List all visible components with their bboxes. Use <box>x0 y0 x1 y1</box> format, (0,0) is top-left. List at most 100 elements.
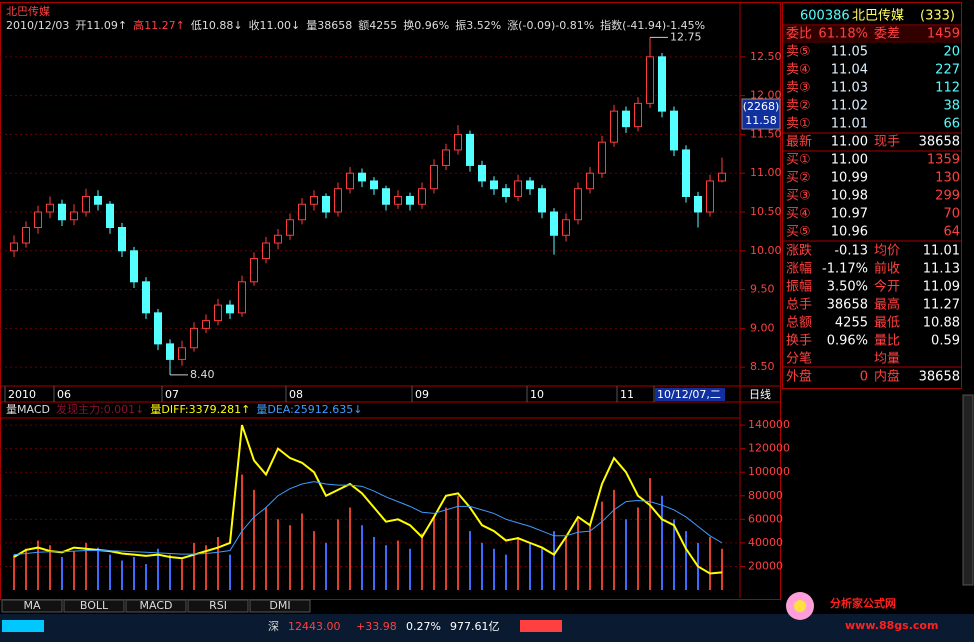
book-price: 11.00 <box>831 153 868 168</box>
quote-value: 0.96% <box>827 334 868 349</box>
quote-label: 现手 <box>874 135 900 150</box>
cursor-count: (2268) <box>743 100 780 113</box>
tab[interactable] <box>63 599 125 613</box>
tab-label[interactable]: BOLL <box>80 599 109 612</box>
candle-body <box>22 227 30 244</box>
tab[interactable] <box>125 599 187 613</box>
candle-body <box>298 203 306 221</box>
y-tick-label: 8.50 <box>750 360 775 373</box>
info-item: 涨(-0.09)-0.81% <box>507 19 594 32</box>
indicator-item: 量DIFF:3379.281↑ <box>150 403 250 416</box>
candle-body <box>634 102 642 128</box>
info-item: 高11.27↑ <box>133 18 185 32</box>
y-tick-label: 11.50 <box>750 127 782 140</box>
candle-body <box>106 203 114 229</box>
quote-label: 换手 <box>786 334 812 349</box>
status-pct: 0.27% <box>406 620 441 633</box>
book-volume: 1359 <box>927 153 960 168</box>
candle-body <box>250 258 258 283</box>
book-volume: 38 <box>943 99 960 114</box>
book-volume: 130 <box>935 171 960 186</box>
x-tick-label: 10 <box>530 388 544 401</box>
tab-label[interactable]: MA <box>23 599 40 612</box>
tab[interactable] <box>187 599 249 613</box>
quote-label: 均量 <box>874 352 900 367</box>
candle-body <box>610 110 618 143</box>
quote-value: 11.00 <box>831 135 868 150</box>
quote-label: 内盘 <box>874 369 900 385</box>
candle-body <box>34 211 42 229</box>
x-tick-label: 07 <box>165 388 179 401</box>
ratio-bg <box>783 26 961 43</box>
quote-label: 涨跌 <box>786 243 812 259</box>
candle-body <box>706 180 714 213</box>
y-tick-label: 10.50 <box>750 205 782 218</box>
candle-body <box>358 172 366 182</box>
candle-body <box>718 172 726 182</box>
status-amount: 977.61亿 <box>450 620 500 633</box>
book-price: 11.04 <box>831 63 868 78</box>
info-item: 收11.00↓ <box>249 18 301 32</box>
candle-body <box>322 195 330 213</box>
period-label[interactable]: 日线 <box>749 387 771 401</box>
tab[interactable] <box>249 599 311 613</box>
y-tick-label: 100000 <box>748 465 790 478</box>
quote-name: 北巴传媒 <box>852 9 904 24</box>
quote-value: 11.13 <box>923 262 960 277</box>
candle-body <box>190 327 198 349</box>
date-highlight <box>655 388 725 401</box>
book-price: 10.96 <box>831 225 868 240</box>
tab-label[interactable]: RSI <box>209 599 227 612</box>
y-tick-label: 60000 <box>748 512 783 525</box>
book-volume: 20 <box>943 45 960 60</box>
status-indicator <box>520 620 562 632</box>
quote-value: 4255 <box>835 316 868 331</box>
book-price: 11.05 <box>831 45 868 60</box>
candle-body <box>514 180 522 197</box>
candle-body <box>406 195 414 205</box>
candle-body <box>478 164 486 182</box>
candle-body <box>658 56 666 112</box>
quote-value: 11.09 <box>923 280 960 295</box>
x-tick-label: 09 <box>415 388 429 401</box>
quote-value: 38658 <box>919 135 960 150</box>
candle-body <box>466 133 474 166</box>
indicator-item: 发现主力:0.001↓ <box>56 402 144 416</box>
tab-label[interactable]: MACD <box>140 599 173 612</box>
info-item: 指数(-41.94)-1.45% <box>600 18 705 32</box>
quote-label: 委比 <box>786 27 812 42</box>
indicator-header: 量MACD 发现主力:0.001↓ 量DIFF:3379.281↑ 量DEA:2591… <box>6 402 363 416</box>
scrollbar[interactable] <box>962 394 974 586</box>
indicator-line <box>13 424 723 575</box>
info-item: 低10.88↓ <box>191 19 243 32</box>
chart-frame <box>0 2 781 600</box>
quote-value: -0.13 <box>834 244 868 259</box>
quote-label: 振幅 <box>786 280 812 295</box>
quote-value: 11.01 <box>923 244 960 259</box>
book-label: 买① <box>786 153 811 168</box>
y-tick-label: 140000 <box>748 418 790 431</box>
candle-body <box>334 188 342 213</box>
candle-body <box>46 203 54 213</box>
book-price: 11.03 <box>831 81 868 96</box>
y-tick-label: 11.00 <box>750 166 782 179</box>
book-label: 买⑤ <box>786 225 811 240</box>
candle-body <box>682 149 690 197</box>
candle-body <box>226 304 234 314</box>
quote-value: 10.88 <box>923 316 960 331</box>
book-price: 10.99 <box>831 171 868 186</box>
quote-value: 0.59 <box>931 334 960 349</box>
candle-body <box>574 188 582 221</box>
info-item: 2010/12/03 <box>6 19 69 32</box>
book-label: 卖⑤ <box>786 45 811 60</box>
y-tick-label: 9.50 <box>750 283 775 296</box>
candle-body <box>202 320 210 329</box>
candle-body <box>10 242 18 252</box>
tab-label[interactable]: DMI <box>269 599 290 612</box>
quote-label: 分笔 <box>786 351 812 367</box>
candle-body <box>154 312 162 345</box>
info-item: 量38658 <box>306 19 352 32</box>
book-volume: 66 <box>943 117 960 132</box>
tab[interactable] <box>1 599 63 613</box>
candle-body <box>94 195 102 205</box>
